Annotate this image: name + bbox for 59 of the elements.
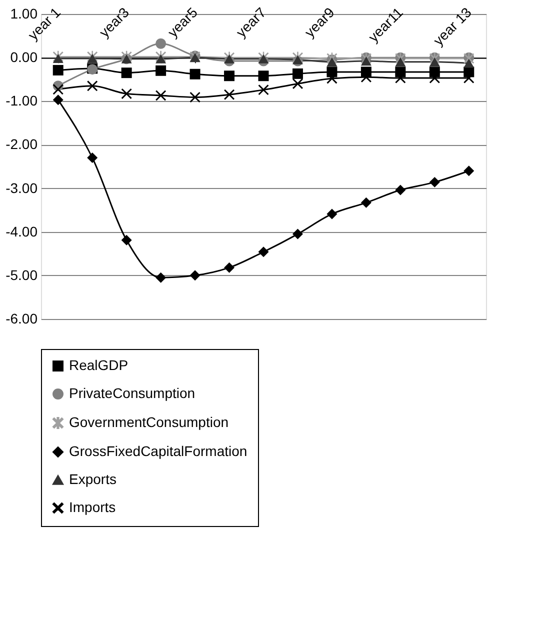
legend-label: PrivateConsumption (69, 385, 196, 401)
point (52, 54, 64, 63)
point (87, 152, 98, 164)
point (429, 57, 440, 66)
point (156, 54, 166, 64)
point (121, 68, 132, 78)
point (224, 70, 235, 82)
y-tick-label: -3.00 (6, 180, 38, 196)
point (52, 64, 64, 76)
point (429, 72, 440, 84)
point (292, 78, 303, 89)
point (464, 166, 474, 176)
y-tick-label: -4.00 (6, 223, 38, 240)
point (326, 57, 338, 66)
point (395, 72, 406, 84)
point (360, 197, 372, 208)
point (52, 84, 64, 95)
y-tick-label: -1.00 (6, 92, 38, 109)
y-tick-label: -6.00 (6, 310, 38, 326)
point (224, 262, 235, 273)
y-tick-label: 0.00 (10, 49, 38, 66)
legend-label: Imports (69, 499, 116, 515)
point (258, 54, 269, 64)
point (224, 54, 235, 64)
y-tick-label: -5.00 (6, 266, 38, 283)
point (156, 90, 166, 101)
point (258, 84, 269, 96)
point (52, 94, 64, 106)
point (326, 73, 338, 84)
point (87, 54, 98, 63)
legend-label: RealGDP (69, 357, 128, 373)
legend-label: GovernmentConsumption (69, 414, 229, 430)
point (360, 56, 372, 66)
point (464, 72, 474, 84)
point (292, 228, 303, 240)
point (224, 89, 235, 100)
point (156, 65, 166, 76)
point (121, 88, 132, 99)
point (87, 80, 98, 92)
legend-label: GrossFixedCapitalFormation (69, 443, 248, 459)
point (360, 72, 372, 82)
point (395, 57, 406, 66)
point (292, 68, 303, 79)
y-tick-label: 1.00 (10, 6, 38, 22)
y-tick-label: -2.00 (6, 136, 38, 152)
point (121, 234, 132, 246)
point (326, 208, 338, 220)
legend-label: Exports (69, 471, 116, 487)
point (190, 270, 200, 281)
point (190, 53, 200, 62)
point (258, 246, 269, 258)
point (156, 38, 166, 49)
point (429, 176, 440, 188)
point (190, 68, 200, 80)
point (258, 70, 269, 82)
point (190, 92, 200, 102)
point (156, 272, 166, 283)
point (395, 184, 406, 196)
point (464, 58, 474, 68)
